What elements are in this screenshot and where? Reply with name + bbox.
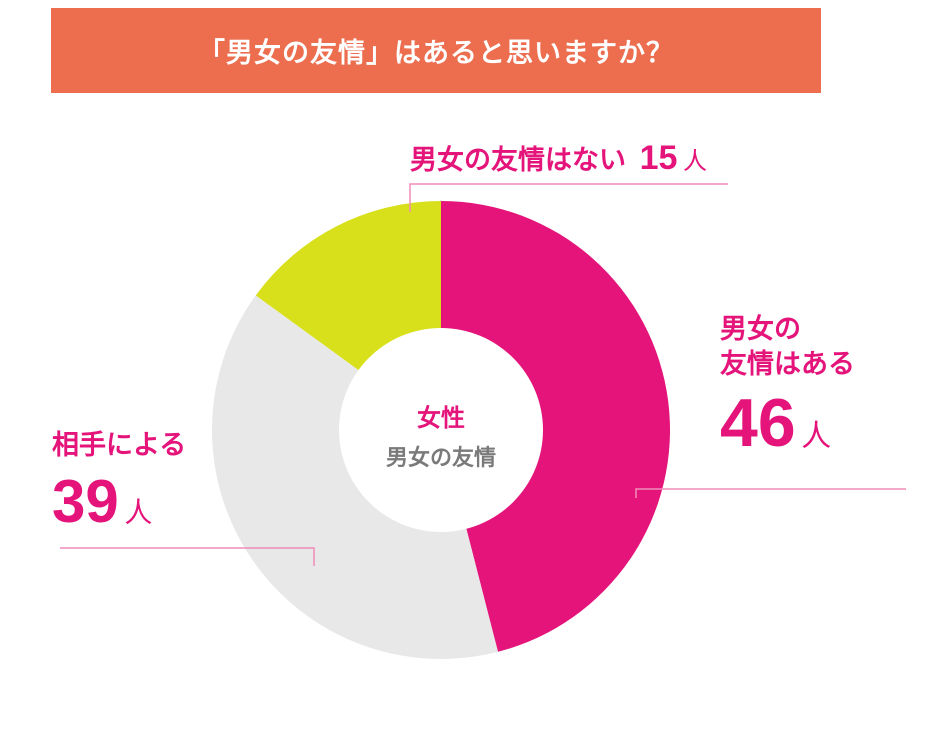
label-aru-unit: 人	[801, 419, 832, 454]
label-yoru: 相手による 39 人	[52, 428, 186, 536]
donut-hole	[339, 328, 543, 532]
chart-title: 「男女の友情」はあると思いますか？	[198, 38, 674, 69]
pie-slice-aru	[441, 201, 671, 652]
center-subtitle: 男女の友情	[385, 446, 496, 471]
leader-line-aru	[635, 488, 906, 498]
label-aru-name-line1: 男女の	[720, 314, 801, 345]
label-aru: 男女の 友情はある 46 人	[720, 312, 855, 462]
center-title: 女性	[417, 404, 465, 432]
label-yoru-value: 39	[52, 468, 119, 535]
chart-title-banner: 「男女の友情」はあると思いますか？	[51, 8, 821, 93]
leader-lines	[60, 183, 906, 566]
label-nai-name: 男女の友情はない	[410, 145, 626, 176]
label-nai-value: 15	[639, 139, 678, 177]
label-yoru-name: 相手による	[52, 430, 187, 461]
label-nai-unit: 人	[682, 147, 707, 175]
label-aru-name-line2: 友情はある	[720, 349, 855, 380]
leader-line-nai	[409, 183, 728, 212]
label-yoru-unit: 人	[124, 496, 153, 529]
label-aru-value: 46	[720, 385, 796, 461]
leader-line-yoru	[60, 547, 315, 566]
label-nai: 男女の友情はない 15 人	[410, 138, 707, 178]
